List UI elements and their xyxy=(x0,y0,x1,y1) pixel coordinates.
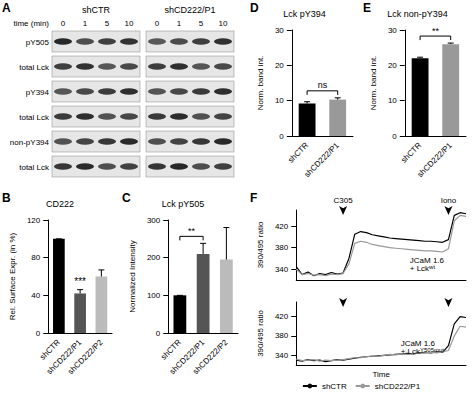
svg-text:shCTR: shCTR xyxy=(38,337,63,362)
svg-text:pY394: pY394 xyxy=(26,88,50,97)
svg-text:shCD222/P1: shCD222/P1 xyxy=(44,337,84,377)
svg-text:total Lck: total Lck xyxy=(19,163,50,172)
svg-text:JCaM 1.6: JCaM 1.6 xyxy=(409,255,444,265)
svg-text:non-pY394: non-pY394 xyxy=(10,138,50,147)
svg-text:80: 80 xyxy=(31,253,40,262)
svg-text:Rel. Surface Expr. (in %): Rel. Surface Expr. (in %) xyxy=(8,232,17,320)
svg-text:0: 0 xyxy=(36,329,41,338)
svg-text:Normalized Intensity: Normalized Intensity xyxy=(128,240,137,312)
svg-text:390/495 ratio: 390/495 ratio xyxy=(256,221,265,268)
svg-text:**: ** xyxy=(188,226,196,236)
svg-text:+ Lck: + Lck xyxy=(401,347,421,356)
svg-text:340: 340 xyxy=(275,351,289,360)
svg-text:420: 420 xyxy=(275,312,289,321)
svg-text:total Lck: total Lck xyxy=(19,113,50,122)
svg-text:+ Lck: + Lck xyxy=(410,264,430,273)
svg-text:Iono: Iono xyxy=(441,196,457,205)
svg-text:time (min): time (min) xyxy=(13,19,49,28)
svg-text:shCD222/P1: shCD222/P1 xyxy=(167,337,207,377)
svg-text:0: 0 xyxy=(156,329,161,338)
svg-text:390/495 ratio: 390/495 ratio xyxy=(256,310,265,357)
svg-text:10: 10 xyxy=(219,19,228,28)
svg-text:5: 5 xyxy=(105,19,110,28)
svg-text:***: *** xyxy=(74,276,86,287)
svg-text:1: 1 xyxy=(177,19,182,28)
svg-text:0: 0 xyxy=(61,19,66,28)
svg-text:300: 300 xyxy=(147,216,161,225)
svg-text:wt: wt xyxy=(428,264,435,270)
svg-text:40: 40 xyxy=(31,291,40,300)
svg-text:CD222: CD222 xyxy=(46,199,74,209)
svg-text:shCTR: shCTR xyxy=(82,5,111,15)
svg-text:C305: C305 xyxy=(334,196,354,205)
svg-text:10: 10 xyxy=(125,19,134,28)
svg-text:340: 340 xyxy=(275,265,289,274)
svg-text:F: F xyxy=(250,191,257,205)
svg-text:Lck non-pY394: Lck non-pY394 xyxy=(387,9,448,19)
svg-text:E: E xyxy=(363,1,371,15)
svg-text:30: 30 xyxy=(388,26,397,35)
svg-text:1: 1 xyxy=(83,19,88,28)
svg-text:Lck pY505: Lck pY505 xyxy=(162,199,205,209)
svg-text:5: 5 xyxy=(199,19,204,28)
svg-text:ns: ns xyxy=(318,80,328,90)
svg-text:D: D xyxy=(250,1,259,15)
svg-text:0: 0 xyxy=(155,19,160,28)
svg-text:Lck pY394: Lck pY394 xyxy=(283,9,326,19)
svg-text:0: 0 xyxy=(279,132,284,141)
svg-text:380: 380 xyxy=(275,243,289,252)
svg-text:shCD222/P2: shCD222/P2 xyxy=(66,337,105,376)
svg-text:Norm. band int.: Norm. band int. xyxy=(369,56,378,111)
svg-text:shCD222/P1: shCD222/P1 xyxy=(302,140,341,179)
svg-text:420: 420 xyxy=(275,222,289,231)
svg-text:10: 10 xyxy=(275,96,284,105)
svg-text:A: A xyxy=(2,1,11,15)
svg-text:pY505: pY505 xyxy=(26,38,50,47)
svg-text:120: 120 xyxy=(27,216,41,225)
svg-text:380: 380 xyxy=(275,331,289,340)
svg-text:shCD222/P1: shCD222/P1 xyxy=(164,5,215,15)
svg-text:B: B xyxy=(2,191,11,205)
svg-text:20: 20 xyxy=(275,61,284,70)
svg-text:200: 200 xyxy=(147,253,161,262)
svg-text:total Lck: total Lck xyxy=(19,63,50,72)
svg-text:100: 100 xyxy=(147,291,161,300)
svg-text:shCD222/P1: shCD222/P1 xyxy=(375,382,421,391)
svg-text:0: 0 xyxy=(392,132,397,141)
svg-text:10: 10 xyxy=(388,96,397,105)
svg-text:Norm. band int.: Norm. band int. xyxy=(256,56,265,111)
svg-text:shCD222/P2: shCD222/P2 xyxy=(191,337,230,376)
svg-text:shCTR: shCTR xyxy=(286,141,310,165)
svg-text:C: C xyxy=(122,191,131,205)
svg-text:JCaM 1.6: JCaM 1.6 xyxy=(400,338,435,348)
svg-text:Y505mut: Y505mut xyxy=(420,347,444,353)
svg-text:Time: Time xyxy=(372,370,390,379)
svg-text:shCD222/P1: shCD222/P1 xyxy=(415,140,454,179)
svg-text:shCTR: shCTR xyxy=(399,141,423,165)
svg-text:shCTR: shCTR xyxy=(159,337,184,362)
svg-text:20: 20 xyxy=(388,61,397,70)
svg-text:30: 30 xyxy=(275,26,284,35)
svg-text:shCTR: shCTR xyxy=(322,382,347,391)
svg-text:**: ** xyxy=(432,26,440,36)
